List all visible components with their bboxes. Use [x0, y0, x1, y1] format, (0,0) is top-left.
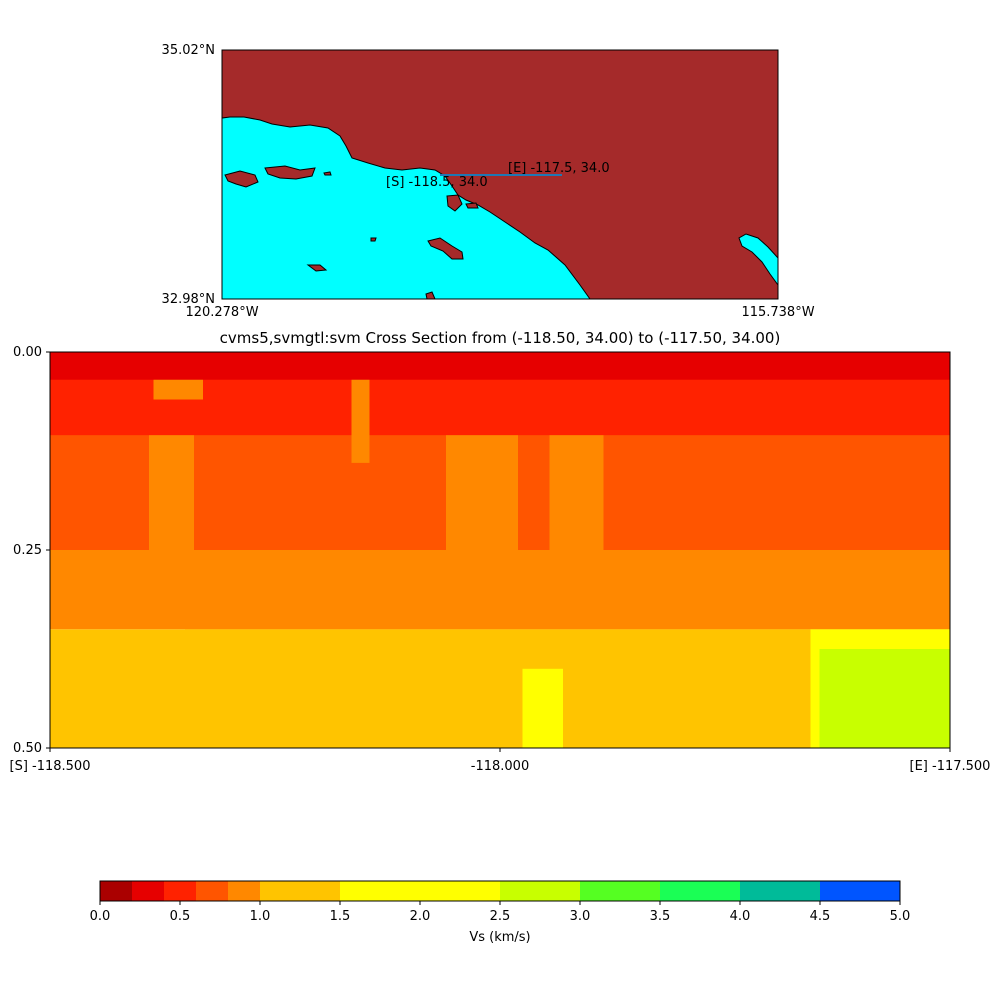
colorbar-ticks: 0.0 0.5 1.0 1.5 2.0 2.5 3.0 3.5 4.0 4.5 5.0 — [90, 901, 911, 924]
x-tick-label-2: [E] -117.500 — [910, 759, 991, 774]
colorbar-segment-0 — [100, 881, 133, 901]
colorbar-segment-3 — [196, 881, 229, 901]
colorbar-tick-label-2: 1.0 — [250, 909, 271, 924]
colorbar-segment-10 — [660, 881, 741, 901]
colorbar-segment-7 — [420, 881, 501, 901]
colorbar — [100, 881, 901, 901]
colorbar-segment-1 — [132, 881, 165, 901]
island-catalina — [427, 237, 464, 260]
map-lon-right-label: 115.738°W — [741, 305, 814, 320]
island-harbor — [465, 202, 479, 209]
vs-region-13 — [50, 352, 950, 380]
map-lat-top-label: 35.02°N — [162, 43, 215, 58]
colorbar-tick-label-10: 5.0 — [890, 909, 911, 924]
island-santa-rosa — [224, 170, 259, 188]
map-lat-bottom-label: 32.98°N — [162, 292, 215, 307]
start-point-label: [S] -118.5, 34.0 — [386, 175, 488, 190]
vs-region-4 — [522, 668, 563, 748]
vs-region-3 — [819, 649, 950, 748]
colorbar-segment-4 — [228, 881, 261, 901]
map-inland-lake — [738, 233, 779, 287]
peninsula-palos-verdes — [446, 194, 463, 212]
colorbar-tick-label-8: 4.0 — [730, 909, 751, 924]
colorbar-label: Vs (km/s) — [469, 930, 530, 945]
y-tick-label-0: 0.00 — [13, 345, 42, 360]
colorbar-segment-9 — [580, 881, 661, 901]
colorbar-segment-11 — [740, 881, 821, 901]
y-axis: 0.00 0.25 0.50 — [13, 345, 50, 756]
colorbar-tick-label-0: 0.0 — [90, 909, 111, 924]
location-map: [S] -118.5, 34.0 [E] -117.5, 34.0 35.02°… — [162, 43, 815, 320]
vs-region-7 — [149, 415, 194, 550]
map-frame — [221, 49, 779, 300]
colorbar-tick-label-1: 0.5 — [170, 909, 191, 924]
colorbar-segment-8 — [500, 881, 581, 901]
island-anacapa — [323, 171, 332, 176]
colorbar-segment-2 — [164, 881, 197, 901]
chart-title: cvms5,svmgtl:svm Cross Section from (-11… — [220, 329, 781, 347]
island-santa-barbara — [370, 237, 377, 242]
y-tick-label-2: 0.50 — [13, 741, 42, 756]
colorbar-tick-label-6: 3.0 — [570, 909, 591, 924]
x-tick-label-1: -118.000 — [471, 759, 529, 774]
island-santa-cruz — [264, 165, 316, 180]
colorbar-segment-6 — [340, 881, 421, 901]
colorbar-segment-5 — [260, 881, 341, 901]
vs-region-9 — [549, 415, 604, 550]
vs-region-1 — [185, 629, 811, 748]
x-tick-label-0: [S] -118.500 — [10, 759, 91, 774]
colorbar-segment-12 — [820, 881, 901, 901]
x-axis: [S] -118.500 -118.000 [E] -117.500 — [10, 748, 991, 774]
end-point-label: [E] -117.5, 34.0 — [508, 161, 610, 176]
colorbar-tick-label-5: 2.5 — [490, 909, 511, 924]
colorbar-tick-label-9: 4.5 — [810, 909, 831, 924]
colorbar-tick-label-3: 1.5 — [330, 909, 351, 924]
colorbar-tick-label-4: 2.0 — [410, 909, 431, 924]
y-tick-label-1: 0.25 — [13, 543, 42, 558]
island-san-nicolas — [306, 264, 328, 272]
colorbar-tick-label-7: 3.5 — [650, 909, 671, 924]
cross-section-plot — [50, 352, 950, 748]
map-lon-left-label: 120.278°W — [185, 305, 258, 320]
